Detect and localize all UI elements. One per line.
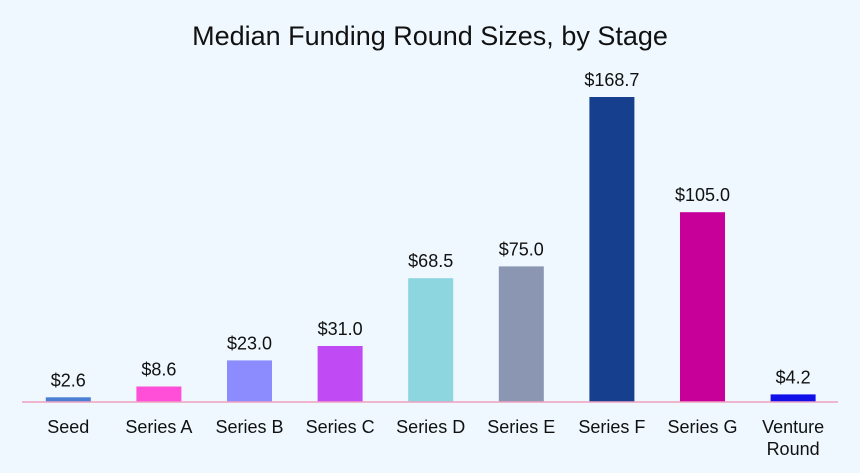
- bar-series-e: [498, 266, 544, 402]
- bars-group: [45, 97, 816, 402]
- value-label-seed: $2.6: [51, 370, 86, 390]
- category-label-series-c: Series C: [306, 417, 375, 437]
- category-label-series-a: Series A: [125, 417, 192, 437]
- bar-seed: [45, 397, 91, 402]
- bar-series-a: [136, 386, 182, 402]
- category-label-series-e: Series E: [487, 417, 555, 437]
- value-label-series-e: $75.0: [499, 239, 544, 259]
- category-label-series-f: Series F: [578, 417, 645, 437]
- value-label-venture-round: $4.2: [776, 367, 811, 387]
- value-label-series-f: $168.7: [584, 70, 639, 90]
- value-label-series-a: $8.6: [141, 360, 176, 380]
- value-labels-group: $2.6 $8.6 $23.0 $31.0 $68.5 $75.0 $168.7 $105.0…: [51, 70, 811, 390]
- chart-title: Median Funding Round Sizes, by Stage: [192, 21, 668, 51]
- value-label-series-b: $23.0: [227, 333, 272, 353]
- category-labels-group: Seed Series A Series B Series C Series D Seri…: [47, 417, 824, 459]
- category-label-venture-round: Venture Round: [762, 417, 824, 459]
- category-label-series-g: Series G: [667, 417, 737, 437]
- value-label-series-c: $31.0: [318, 319, 363, 339]
- bar-series-b: [227, 360, 272, 402]
- bar-series-f: [589, 97, 635, 402]
- value-label-series-d: $68.5: [408, 251, 453, 271]
- bar-series-g: [680, 212, 725, 402]
- value-label-series-g: $105.0: [675, 185, 730, 205]
- category-label-series-b: Series B: [215, 417, 283, 437]
- bar-series-d: [408, 278, 454, 402]
- bar-series-c: [317, 346, 363, 402]
- bar-venture-round: [770, 394, 816, 402]
- category-label-seed: Seed: [47, 417, 89, 437]
- category-label-series-d: Series D: [396, 417, 465, 437]
